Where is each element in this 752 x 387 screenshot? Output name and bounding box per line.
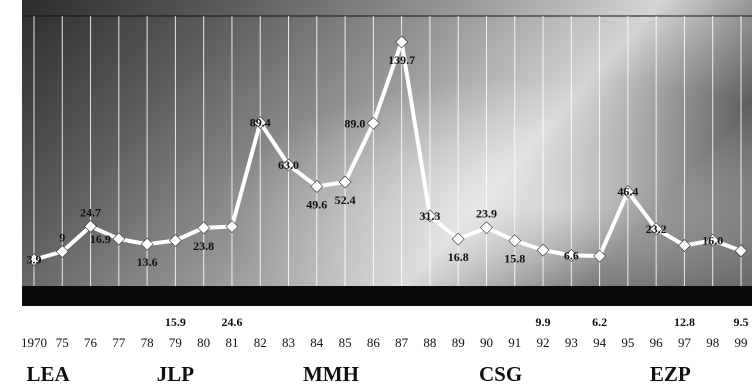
x-tick-label-96: 96 [650, 335, 664, 350]
data-point-87 [395, 35, 409, 49]
data-label-76: 24.7 [80, 205, 101, 219]
data-label-99: 9.5 [734, 315, 749, 329]
x-tick-label-77: 77 [112, 335, 126, 350]
data-point-81 [225, 220, 239, 233]
data-label-81: 24.6 [221, 315, 242, 329]
data-label-77: 16.9 [90, 232, 111, 246]
label-layer: 3.9 9 24.7 16.9 13.6 15.9 23.8 24.6 89.4 63.0 49.6… [27, 53, 749, 329]
data-point-77 [112, 232, 126, 246]
x-tick-label-78: 78 [141, 335, 154, 350]
data-point-76 [84, 219, 97, 233]
data-label-94: 6.2 [592, 315, 607, 329]
x-tick-label-89: 89 [452, 335, 465, 350]
x-tick-label-85: 85 [339, 335, 352, 350]
data-label-1970: 3.9 [27, 253, 42, 267]
marker-layer [27, 35, 748, 267]
x-tick-label-82: 82 [254, 335, 267, 350]
data-point-75 [55, 245, 69, 258]
x-tick-label-88: 88 [423, 335, 436, 350]
x-tick-label-97: 97 [678, 335, 692, 350]
x-tick-label-92: 92 [537, 335, 550, 350]
data-label-84: 49.6 [306, 197, 327, 211]
data-point-83 [282, 158, 295, 172]
data-point-99 [734, 244, 748, 258]
data-label-89: 16.8 [448, 250, 469, 264]
data-label-98: 16.0 [702, 233, 723, 247]
x-tick-label-79: 79 [169, 335, 182, 350]
data-point-79 [168, 234, 182, 247]
data-label-95: 46.4 [617, 185, 638, 199]
data-point-96 [649, 222, 663, 236]
plot-glow [22, 0, 752, 286]
period-label-jlp: JLP [157, 362, 195, 386]
period-label-csg: CSG [479, 362, 522, 386]
x-tick-label-87: 87 [395, 335, 409, 350]
data-label-85: 52.4 [335, 193, 356, 207]
x-tick-label-86: 86 [367, 335, 381, 350]
data-label-78: 13.6 [137, 255, 158, 269]
data-point-85 [338, 175, 352, 189]
x-tick-label-93: 93 [565, 335, 578, 350]
data-point-84 [310, 180, 324, 193]
x-tick-label-75: 75 [56, 335, 69, 350]
x-tick-label-80: 80 [197, 335, 210, 350]
data-label-80: 23.8 [193, 239, 214, 253]
data-point-82 [253, 116, 267, 130]
x-tick-label-95: 95 [621, 335, 634, 350]
data-point-94 [593, 249, 607, 263]
period-label-mmh: MMH [303, 362, 359, 386]
data-label-91: 15.8 [504, 252, 525, 266]
x-tick-label-99: 99 [735, 335, 748, 350]
data-label-86: 89.0 [344, 116, 365, 130]
data-label-93: 6.6 [564, 248, 579, 262]
data-point-80 [197, 221, 211, 235]
bottom-band [22, 286, 752, 306]
x-tick-label-98: 98 [706, 335, 719, 350]
x-tick-label-91: 91 [508, 335, 521, 350]
data-point-92 [536, 243, 550, 257]
x-tick-label-76: 76 [84, 335, 98, 350]
data-label-75: 9 [59, 231, 65, 245]
data-point-97 [678, 239, 691, 252]
axis-layer: 1970 75 76 77 78 79 80 81 82 83 84 85 86 87 88 89 90 91 92… [21, 335, 748, 386]
data-point-98 [706, 233, 720, 247]
data-point-89 [451, 232, 465, 246]
data-label-97: 12.8 [674, 315, 695, 329]
data-point-78 [140, 237, 154, 251]
x-tick-label-1970: 1970 [21, 335, 47, 350]
data-point-1970 [27, 253, 41, 267]
period-label-ezp: EZP [650, 362, 691, 386]
x-tick-label-81: 81 [225, 335, 238, 350]
data-point-93 [564, 248, 578, 262]
x-tick-label-94: 94 [593, 335, 607, 350]
period-label-lea: LEA [27, 362, 71, 386]
data-point-91 [508, 234, 522, 248]
x-tick-label-90: 90 [480, 335, 493, 350]
data-point-86 [366, 116, 380, 130]
data-label-79: 15.9 [165, 315, 186, 329]
data-point-88 [423, 209, 437, 223]
data-label-87: 139.7 [388, 53, 415, 67]
data-label-92: 9.9 [536, 315, 551, 329]
data-label-82: 89.4 [250, 116, 271, 130]
data-label-83: 63.0 [278, 158, 299, 172]
data-label-88: 31.3 [419, 209, 440, 223]
x-tick-label-83: 83 [282, 335, 295, 350]
data-point-90 [480, 221, 493, 235]
x-tick-label-84: 84 [310, 335, 324, 350]
data-label-90: 23.9 [476, 207, 497, 221]
data-point-95 [621, 185, 635, 199]
data-label-96: 23.2 [646, 222, 667, 236]
